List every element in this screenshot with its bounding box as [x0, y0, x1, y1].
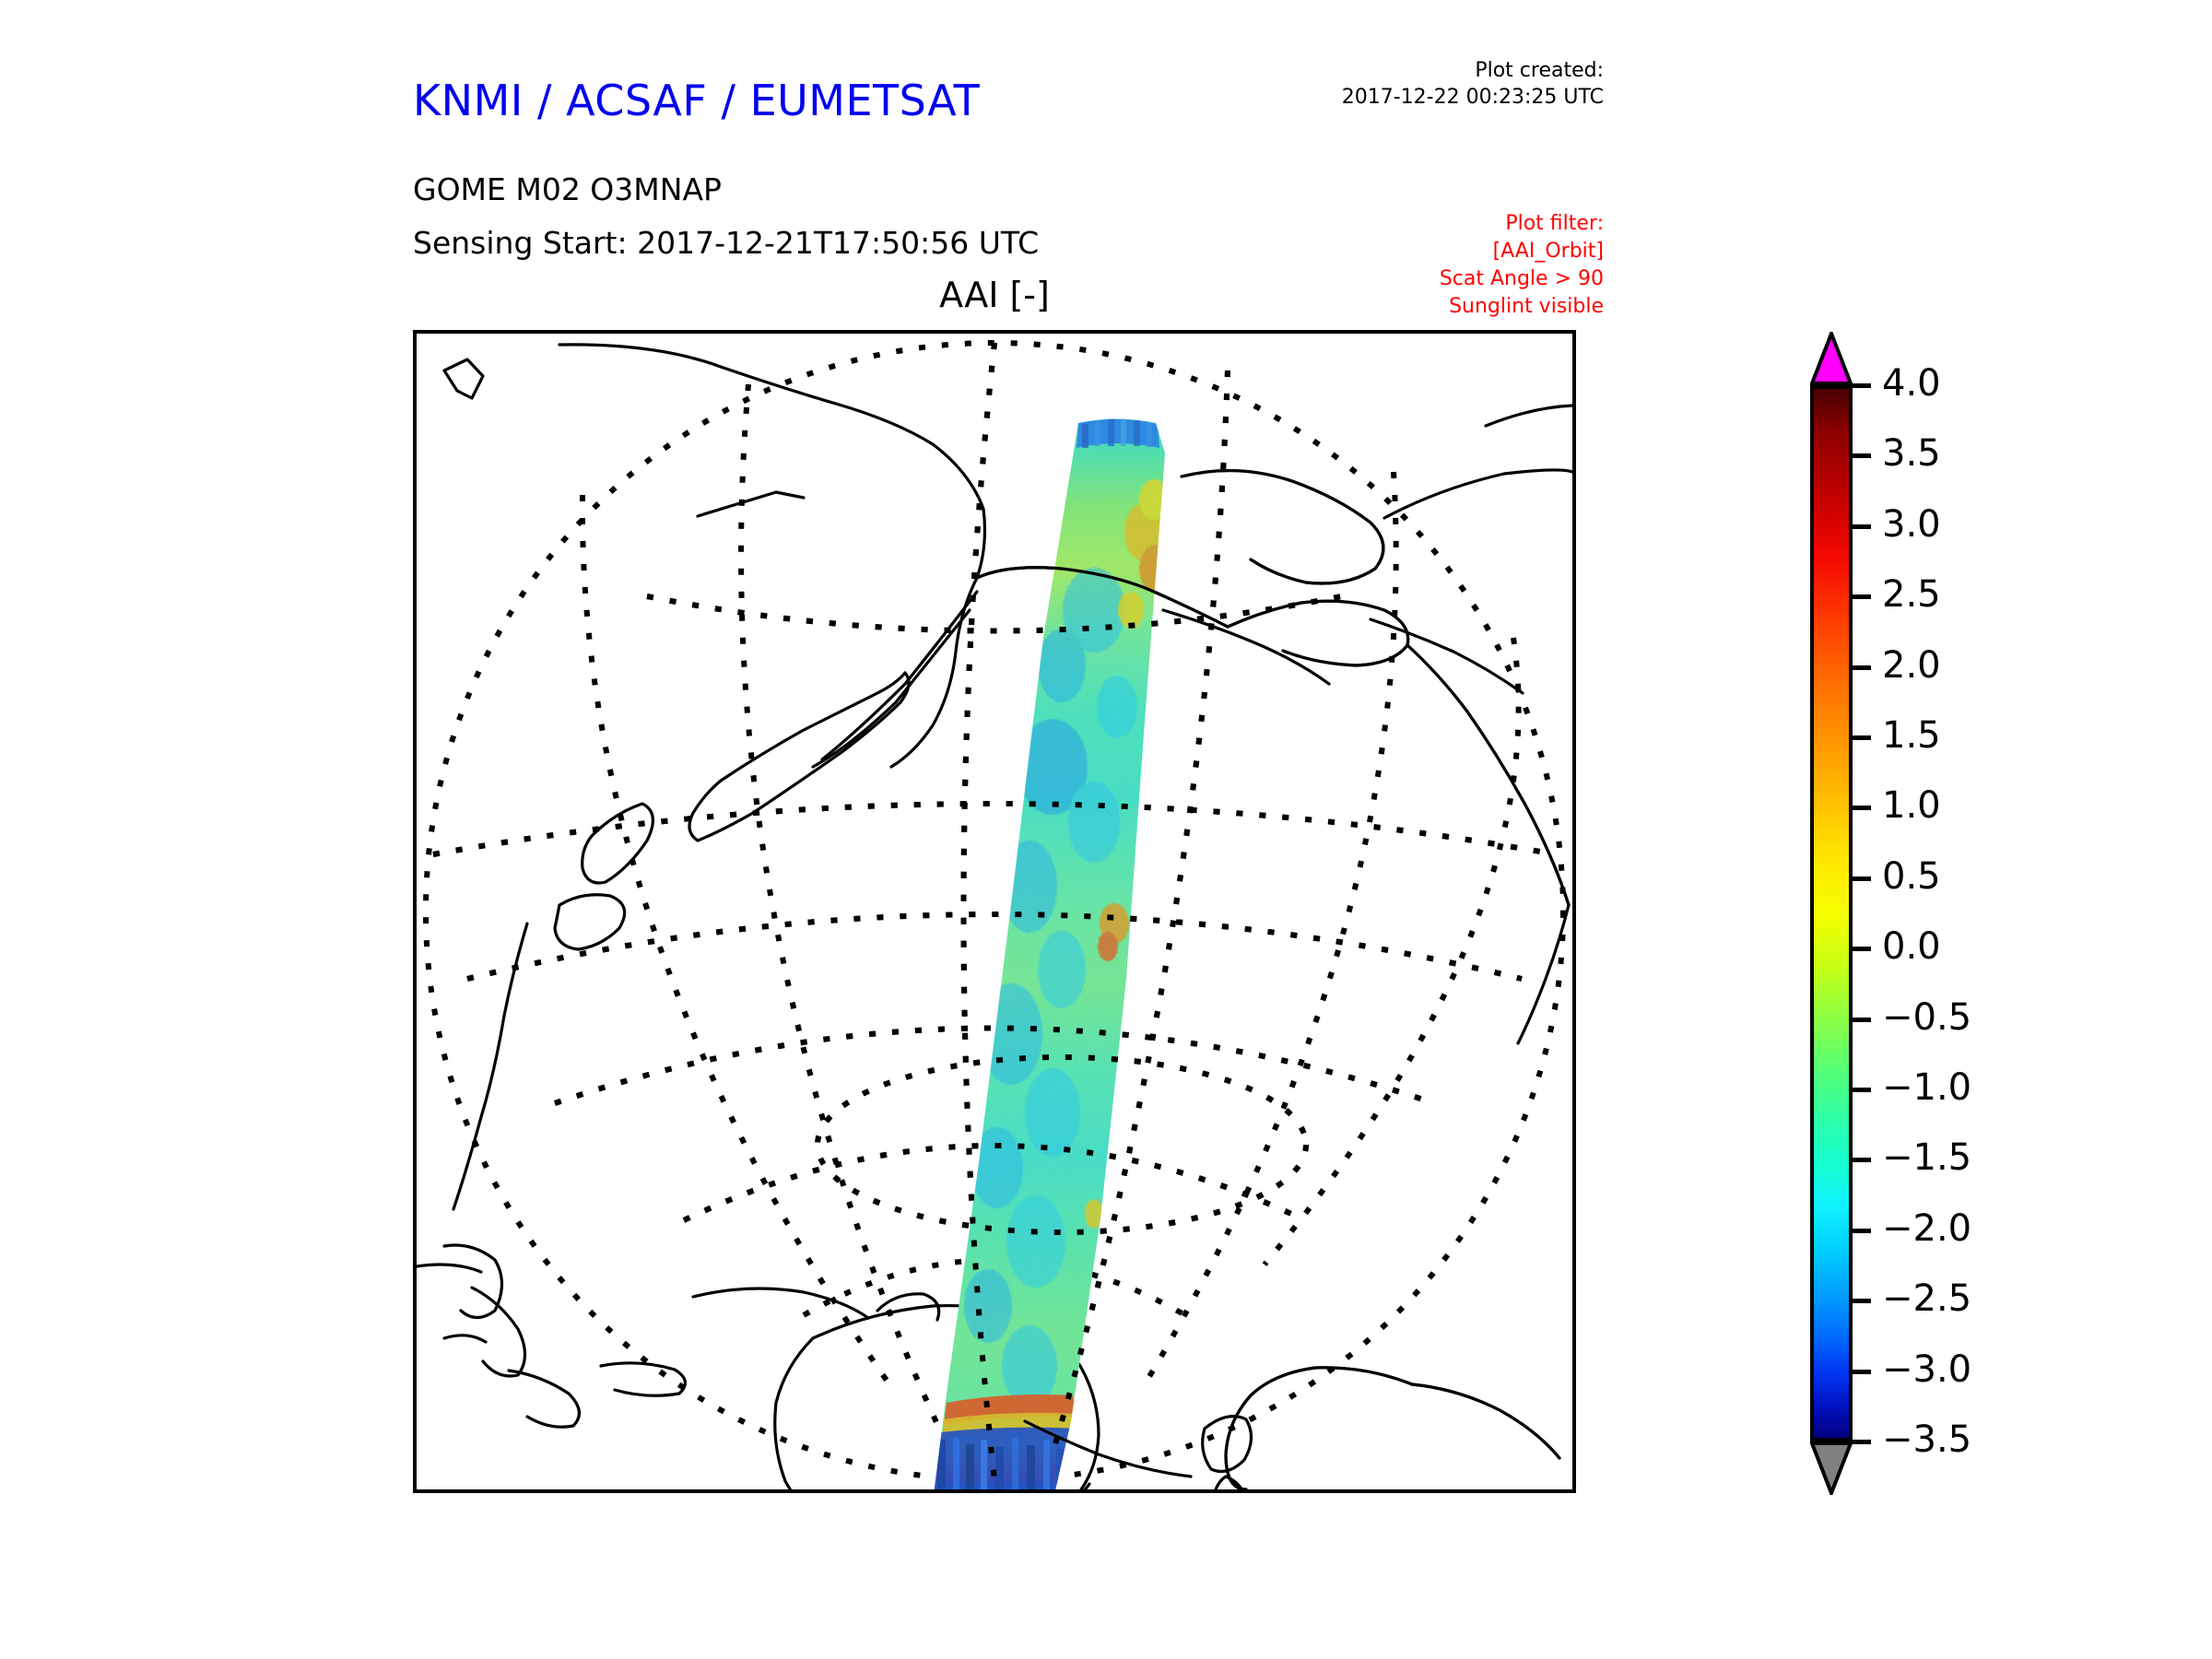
colorbar-tick: [1853, 1088, 1871, 1092]
colorbar-gradient: [1814, 389, 1849, 1438]
colorbar-gradient-body: [1810, 385, 1853, 1441]
colorbar-tick-label: 2.5: [1882, 573, 1941, 617]
swath-noise: [933, 418, 1165, 1489]
plot-filter-sunglint: Sunglint visible: [1449, 295, 1604, 319]
graticule-over-swath: [432, 342, 1557, 1481]
colorbar-over-arrow: [1810, 332, 1853, 385]
colorbar-tick-label: −2.0: [1882, 1206, 1972, 1250]
plot-filter-scat-angle: Scat Angle > 90: [1439, 267, 1604, 291]
colorbar-tick: [1853, 1299, 1871, 1304]
plot-filter-label: Plot filter:: [1505, 212, 1604, 235]
colorbar-tick: [1853, 806, 1871, 811]
colorbar-tick: [1853, 665, 1871, 670]
map-svg: [417, 340, 1572, 1489]
colorbar: 4.0 3.5 3.0 2.5 2.0 1.5 1.0 0.5 0.0 −0.5 −1.0 −1.5 −…: [1805, 328, 2173, 1495]
colorbar-tick-label: 0.0: [1882, 925, 1941, 969]
colorbar-tick-label: 1.0: [1882, 784, 1941, 828]
plot-created-label: Plot created:: [1475, 59, 1604, 82]
sensing-start-line: Sensing Start: 2017-12-21T17:50:56 UTC: [413, 225, 1040, 261]
colorbar-tick: [1853, 1158, 1871, 1163]
colorbar-tick-label: 0.5: [1882, 854, 1941, 898]
satellite-swath: [933, 418, 1165, 1489]
colorbar-tick-label: −0.5: [1882, 995, 1972, 1039]
plot-filter-block: Plot filter: [AAI_Orbit] Scat Angle > 90…: [1300, 210, 1604, 322]
colorbar-tick-label: 1.5: [1882, 714, 1941, 757]
colorbar-under-arrow: [1810, 1441, 1853, 1495]
colorbar-tick-label: −2.5: [1882, 1277, 1972, 1321]
plot-created-value: 2017-12-22 00:23:25 UTC: [1341, 86, 1604, 110]
map-plot-area: [413, 330, 1576, 1493]
plot-filter-name: [AAI_Orbit]: [1492, 240, 1604, 264]
colorbar-tick-label: 3.5: [1882, 432, 1941, 476]
colorbar-tick-label: −1.5: [1882, 1136, 1972, 1180]
colorbar-tick: [1853, 1228, 1871, 1233]
colorbar-tick: [1853, 524, 1871, 529]
colorbar-tick: [1853, 947, 1871, 952]
colorbar-tick-label: −3.5: [1882, 1418, 1972, 1461]
colorbar-tick-label: 2.0: [1882, 643, 1941, 687]
colorbar-tick: [1853, 735, 1871, 740]
page-title: AAI [-]: [939, 275, 1050, 315]
colorbar-tick: [1853, 1369, 1871, 1374]
colorbar-tick: [1853, 1440, 1871, 1444]
colorbar-tick: [1853, 453, 1871, 459]
colorbar-tick-label: −3.0: [1882, 1347, 1972, 1391]
colorbar-tick: [1853, 1017, 1871, 1022]
product-line: GOME M02 O3MNAP: [413, 171, 722, 207]
colorbar-tick-label: 3.0: [1882, 502, 1941, 546]
colorbar-tick-label: 4.0: [1882, 362, 1941, 405]
colorbar-tick: [1853, 876, 1871, 881]
organisation-title: KNMI / ACSAF / EUMETSAT: [413, 76, 981, 125]
colorbar-tick: [1853, 383, 1871, 388]
colorbar-tick: [1853, 594, 1871, 600]
colorbar-tick-label: −1.0: [1882, 1066, 1972, 1109]
plot-created-block: Plot created: 2017-12-22 00:23:25 UTC: [1318, 57, 1604, 111]
